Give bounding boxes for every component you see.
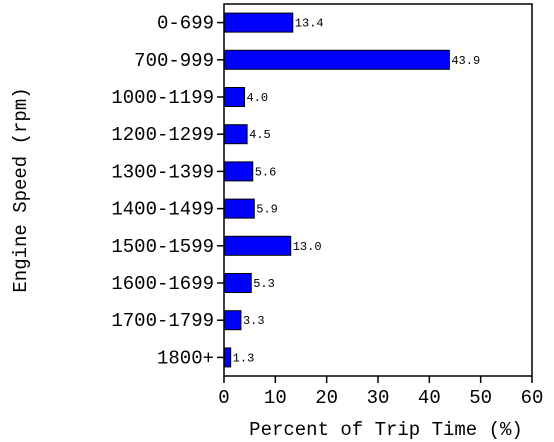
x-tick-label: 30 (367, 387, 390, 409)
value-label: 43.9 (451, 54, 480, 68)
x-tick-label: 60 (521, 387, 544, 409)
x-tick-label: 20 (315, 387, 338, 409)
value-label: 5.9 (256, 203, 278, 217)
y-axis-title: Engine Speed (rpm) (10, 87, 32, 292)
category-label: 1300-1399 (111, 161, 214, 183)
value-label: 3.3 (243, 314, 265, 328)
bar-0-699 (223, 12, 294, 33)
category-label: 1600-1699 (111, 273, 214, 295)
value-label: 1.3 (233, 351, 255, 365)
bar-1000-1199 (223, 87, 246, 107)
value-labels: 13.4 43.9 4.0 4.5 5.6 5.9 13.0 5.3 3.3 1.3 (233, 17, 480, 366)
x-tick-label: 10 (264, 387, 287, 409)
bar-1200-1299 (223, 124, 248, 145)
x-axis-title: Percent of Trip Time (%) (249, 419, 523, 441)
x-tick-label: 0 (218, 387, 229, 409)
bar-1400-1499 (223, 198, 255, 219)
value-label: 5.3 (253, 277, 275, 291)
category-label: 1400-1499 (111, 199, 214, 221)
bar-1600-1699 (223, 273, 252, 293)
x-tick-label: 40 (418, 387, 441, 409)
value-label: 4.5 (249, 128, 271, 142)
x-tick-label: 50 (469, 387, 492, 409)
bar-1700-1799 (223, 310, 242, 331)
category-label: 0-699 (157, 13, 214, 35)
category-label: 1000-1199 (111, 87, 214, 109)
category-label: 700-999 (134, 50, 214, 72)
category-label: 1700-1799 (111, 310, 214, 332)
category-label: 1800+ (157, 347, 214, 369)
value-label: 13.4 (295, 17, 324, 31)
y-axis-ticks: 0-699 700-999 1000-1199 1200-1299 1300-1399 1… (111, 13, 224, 369)
bar-1300-1399 (223, 161, 254, 182)
value-label: 13.0 (293, 240, 322, 254)
bar-1500-1599 (223, 235, 292, 256)
category-label: 1500-1599 (111, 236, 214, 258)
bar-700-999 (223, 49, 450, 70)
x-axis-ticks: 0 10 20 30 40 50 60 (218, 376, 543, 409)
category-label: 1200-1299 (111, 124, 214, 146)
value-label: 4.0 (247, 91, 269, 105)
bar-1800+ (223, 347, 232, 368)
value-label: 5.6 (255, 165, 277, 179)
